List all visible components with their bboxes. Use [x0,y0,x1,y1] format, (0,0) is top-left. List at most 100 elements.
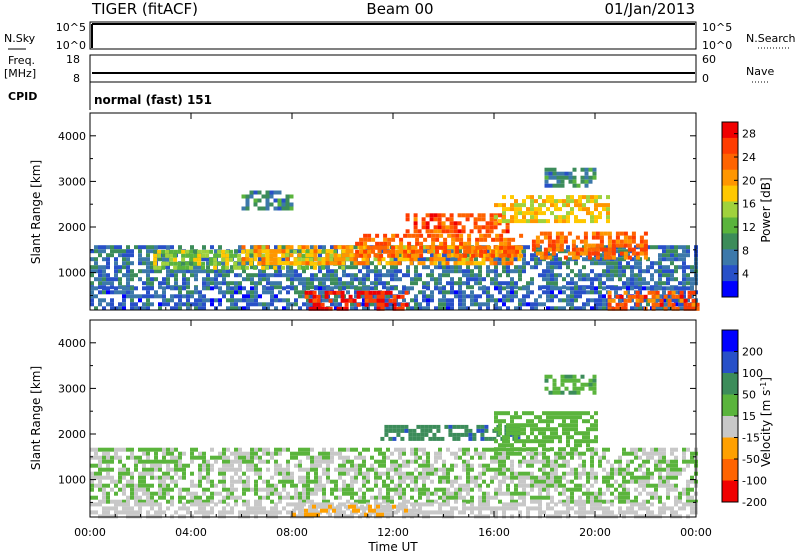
heat-cell [170,495,174,500]
heat-cell [554,487,558,492]
heat-cell [506,285,510,290]
heat-cell [390,269,394,274]
heat-cell [341,245,346,250]
heat-cell [430,499,434,504]
heat-cell [486,483,490,488]
heat-cell [478,502,482,507]
heat-cell [650,471,654,476]
heat-cell [426,273,430,278]
heat-cell [358,451,362,456]
heat-cell [130,273,134,278]
heat-cell [566,423,570,428]
heat-cell [584,167,589,172]
heat-cell [582,290,586,295]
heat-cell [346,459,350,464]
heat-cell [178,455,182,460]
heat-cell [554,261,558,266]
heat-cell [526,510,530,515]
heat-cell [134,245,138,250]
heat-cell [666,483,670,488]
heat-cell [402,447,406,452]
heat-cell [634,281,638,286]
heat-cell [634,495,638,500]
heat-cell [690,506,694,511]
heat-cell [346,265,350,270]
heat-cell [433,225,438,230]
heat-cell [478,483,482,488]
heat-cell [258,302,262,307]
heat-cell [467,233,472,238]
heat-cell [530,459,534,464]
heat-cell [318,502,322,507]
heat-cell [222,475,226,480]
heat-cell [591,235,596,240]
heat-cell [359,249,364,254]
heat-cell [606,215,610,220]
heat-cell [615,231,620,236]
heat-cell [550,499,554,504]
heat-cell [118,467,122,472]
heat-cell [558,447,562,452]
heat-cell [383,245,388,250]
heat-cell [446,510,450,515]
heat-cell [318,459,322,464]
heat-cell [393,261,398,266]
heat-cell [318,487,322,492]
heat-cell [506,435,510,440]
heat-cell [463,241,468,246]
heat-cell [490,447,494,452]
heat-cell [422,290,426,295]
heat-cell [530,495,534,500]
heat-cell [538,467,542,472]
heat-cell [534,423,538,428]
heat-cell [534,427,538,432]
heat-cell [450,302,454,307]
heat-cell [298,479,302,484]
heat-cell [246,290,250,295]
heat-cell [578,203,582,208]
heat-cell [470,479,474,484]
heat-cell [162,471,166,476]
heat-cell [438,495,442,500]
heat-cell [446,491,450,496]
heat-cell [446,273,450,278]
heat-cell [419,241,424,246]
heat-cell [498,219,502,224]
heat-cell [265,261,270,266]
heat-cell [479,237,484,242]
heat-cell [254,463,258,468]
heat-cell [138,483,142,488]
heat-cell [310,455,314,460]
heat-cell [658,277,662,282]
heat-cell [110,281,114,286]
heat-cell [638,491,642,496]
heat-cell [94,483,98,488]
heat-cell [424,428,429,433]
heat-cell [582,483,586,488]
heat-cell [130,451,134,456]
heat-cell [634,277,638,282]
heat-cell [298,467,302,472]
heat-cell [530,479,534,484]
heat-cell [367,245,372,250]
heat-cell [542,495,546,500]
heat-cell [178,269,182,274]
heat-cell [470,285,474,290]
heat-cell [350,475,354,480]
heat-cell [371,249,376,254]
heat-cell [262,447,266,452]
heat-cell [392,428,397,433]
heat-cell [626,471,630,476]
heat-cell [489,257,494,262]
heat-cell [338,265,342,270]
heat-cell [361,257,366,262]
heat-cell [246,510,250,515]
heat-cell [118,285,122,290]
heat-cell [210,298,214,303]
heat-cell [450,491,454,496]
heat-cell [258,495,262,500]
heat-cell [679,294,684,299]
heat-cell [458,302,462,307]
heat-cell [178,506,182,511]
heat-cell [90,249,94,254]
